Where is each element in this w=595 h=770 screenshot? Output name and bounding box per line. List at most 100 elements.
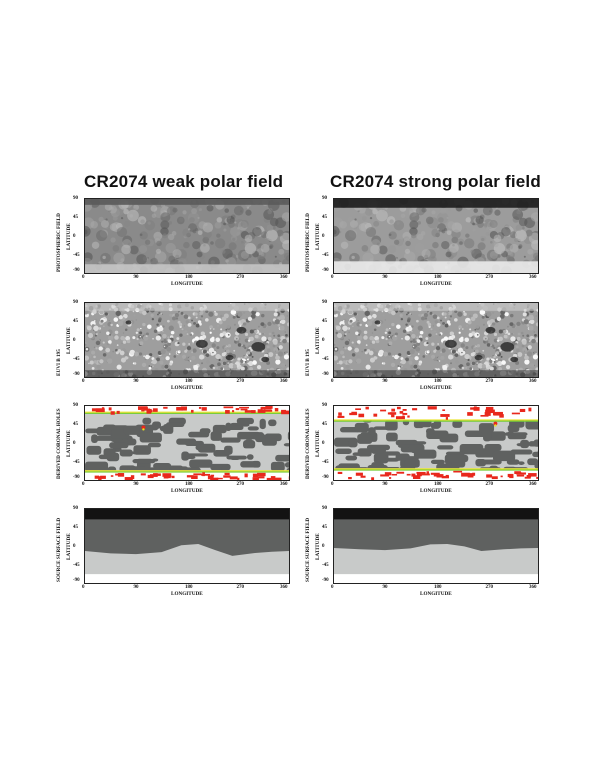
- x-tick-label: 360: [280, 379, 288, 384]
- y-tick-label: 90: [322, 506, 327, 511]
- x-tick-label: 270: [485, 379, 494, 384]
- y-tick-label: 0: [322, 544, 325, 549]
- panel-strong-euvi: [333, 302, 539, 378]
- panel-strong-source-surface: [333, 508, 539, 584]
- x-tick-label: 270: [485, 275, 494, 280]
- y-tick-label: -45: [322, 357, 329, 362]
- x-tick-label: 360: [529, 585, 537, 590]
- x-tick-label: 180: [185, 379, 193, 384]
- x-tick-label: 180: [185, 275, 193, 280]
- row-label: EUVI B 195: [56, 349, 62, 376]
- x-tick-label: 180: [185, 482, 193, 487]
- row-label: DERIVED CORONAL HOLES: [305, 408, 311, 479]
- y-tick-label: 90: [322, 300, 327, 305]
- panel-strong-coronal-holes: [333, 405, 539, 481]
- map-image: [334, 303, 538, 377]
- longitude-label: LONGITUDE: [420, 488, 452, 494]
- y-tick-label: 0: [73, 234, 76, 239]
- latitude-label: LATITUDE: [315, 327, 321, 354]
- polar-band-north: [334, 199, 538, 208]
- latitude-label: LATITUDE: [66, 430, 72, 457]
- x-tick-label: 270: [236, 482, 245, 487]
- y-tick-label: -45: [322, 253, 329, 258]
- row-label: SOURCE SURFACE FIELD: [305, 517, 311, 582]
- x-tick-label: 0: [82, 379, 85, 384]
- latitude-label: LATITUDE: [66, 533, 72, 560]
- figure-title-strong: CR2074 strong polar field: [330, 172, 541, 191]
- y-tick-label: -90: [73, 578, 80, 583]
- y-tick-label: -90: [322, 578, 329, 583]
- panel-weak-euvi: [84, 302, 290, 378]
- y-tick-label: 45: [73, 422, 78, 427]
- y-tick-label: 0: [322, 234, 325, 239]
- y-tick-label: 45: [73, 319, 78, 324]
- x-tick-label: 90: [133, 482, 139, 487]
- x-tick-label: 180: [434, 585, 442, 590]
- latitude-label: LATITUDE: [315, 533, 321, 560]
- y-tick-label: 90: [322, 196, 327, 201]
- figure-title-weak: CR2074 weak polar field: [84, 172, 284, 191]
- map-image: [334, 406, 538, 480]
- map-image: [85, 509, 289, 583]
- x-tick-label: 180: [434, 482, 442, 487]
- panel-strong-photospheric: [333, 198, 539, 274]
- y-tick-label: 90: [73, 300, 78, 305]
- x-tick-label: 90: [133, 275, 139, 280]
- x-tick-label: 360: [529, 482, 537, 487]
- x-tick-label: 90: [382, 275, 388, 280]
- x-tick-label: 0: [331, 275, 334, 280]
- x-tick-label: 270: [236, 379, 245, 384]
- y-tick-label: 0: [322, 338, 325, 343]
- y-tick-label: 45: [322, 422, 327, 427]
- y-tick-label: -45: [322, 460, 329, 465]
- x-tick-label: 0: [82, 275, 85, 280]
- panel-weak-source-surface: [84, 508, 290, 584]
- y-tick-label: -90: [322, 372, 329, 377]
- panel-weak-coronal-holes: [84, 405, 290, 481]
- y-tick-label: -45: [73, 253, 80, 258]
- map-image: [85, 303, 289, 377]
- y-tick-label: 45: [322, 319, 327, 324]
- x-tick-label: 180: [434, 379, 442, 384]
- map-image: [85, 406, 289, 480]
- x-tick-label: 360: [280, 585, 288, 590]
- polar-band-south: [85, 264, 289, 273]
- y-tick-label: -90: [73, 268, 80, 273]
- map-image: [334, 199, 538, 273]
- x-tick-label: 0: [331, 585, 334, 590]
- y-tick-label: 0: [322, 441, 325, 446]
- x-tick-label: 90: [133, 379, 139, 384]
- y-tick-label: -90: [322, 475, 329, 480]
- neutral-line-region: [85, 543, 289, 583]
- y-tick-label: -45: [73, 563, 80, 568]
- y-tick-label: 90: [73, 506, 78, 511]
- x-tick-label: 0: [82, 482, 85, 487]
- x-tick-label: 270: [485, 585, 494, 590]
- x-tick-label: 0: [82, 585, 85, 590]
- row-label: DERIVED CORONAL HOLES: [56, 408, 62, 479]
- x-tick-label: 90: [133, 585, 139, 590]
- x-tick-label: 90: [382, 482, 388, 487]
- y-tick-label: 45: [322, 525, 327, 530]
- y-tick-label: 0: [73, 441, 76, 446]
- longitude-label: LONGITUDE: [171, 488, 203, 494]
- x-tick-label: 180: [185, 585, 193, 590]
- y-tick-label: -90: [73, 372, 80, 377]
- latitude-label: LATITUDE: [315, 430, 321, 457]
- x-tick-label: 360: [529, 379, 537, 384]
- y-tick-label: 45: [73, 525, 78, 530]
- row-label: PHOTOSPHERIC FIELD: [305, 213, 311, 272]
- y-tick-label: 45: [73, 215, 78, 220]
- longitude-label: LONGITUDE: [420, 385, 452, 391]
- row-label: SOURCE SURFACE FIELD: [56, 517, 62, 582]
- y-tick-label: 0: [73, 544, 76, 549]
- x-tick-label: 90: [382, 379, 388, 384]
- latitude-label: LATITUDE: [315, 223, 321, 250]
- y-tick-label: -90: [322, 268, 329, 273]
- map-image: [85, 199, 289, 273]
- y-tick-label: -45: [73, 460, 80, 465]
- x-tick-label: 270: [485, 482, 494, 487]
- y-tick-label: 45: [322, 215, 327, 220]
- y-tick-label: -45: [73, 357, 80, 362]
- x-tick-label: 270: [236, 275, 245, 280]
